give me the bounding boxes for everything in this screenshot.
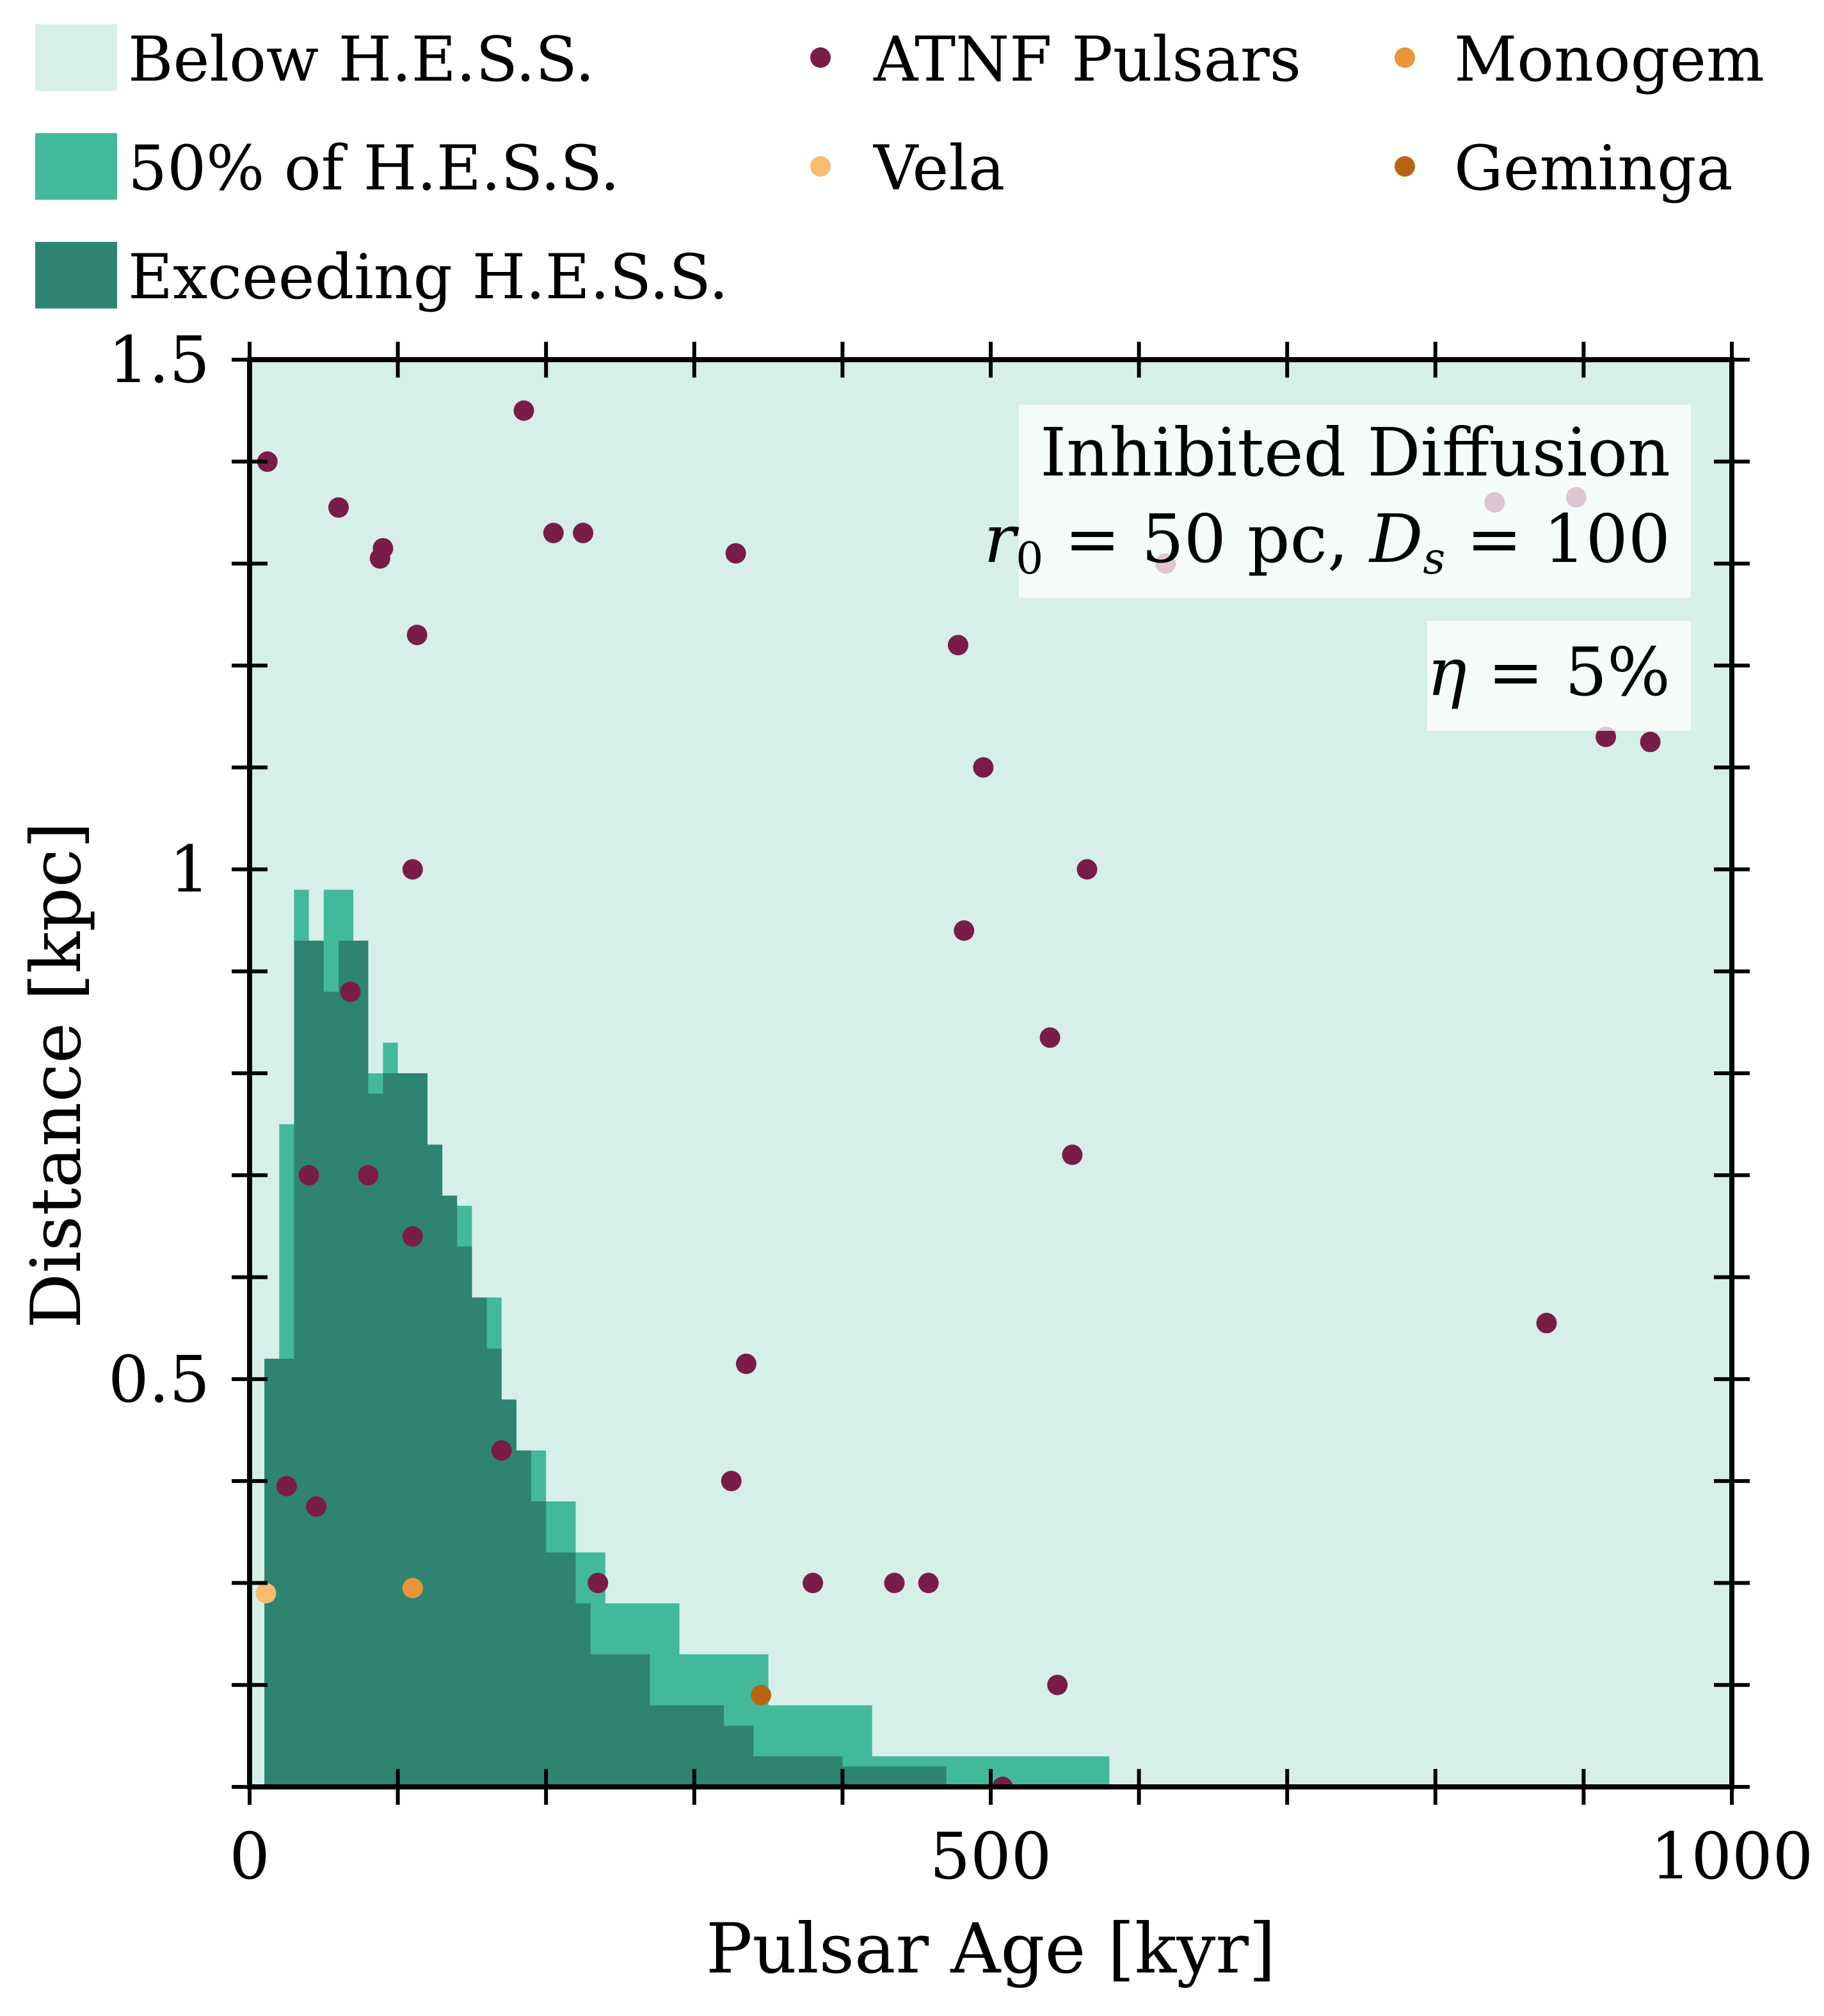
legend-swatch-below xyxy=(35,24,117,91)
point-atnf-pulsars-5 xyxy=(402,859,423,880)
tick-marks xyxy=(232,342,1750,1805)
point-atnf-pulsars-32 xyxy=(803,1572,824,1594)
point-vela-0 xyxy=(255,1583,276,1604)
point-atnf-pulsars-9 xyxy=(725,543,746,564)
legend-label-geminga: Geminga xyxy=(1454,132,1733,204)
legend-marker-geminga xyxy=(1395,156,1415,177)
point-atnf-pulsars-34 xyxy=(918,1572,939,1594)
point-atnf-pulsars-13 xyxy=(954,920,975,941)
eta-annotation-box xyxy=(1427,621,1691,731)
point-atnf-pulsars-7 xyxy=(543,522,564,543)
point-atnf-pulsars-27 xyxy=(491,1440,512,1461)
y-tick-label-1.5: 1.5 xyxy=(108,323,210,397)
point-atnf-pulsars-28 xyxy=(721,1471,742,1492)
legend-swatch-exceed xyxy=(35,242,117,308)
point-atnf-pulsars-4 xyxy=(406,625,428,646)
point-atnf-pulsars-20 xyxy=(1640,732,1661,753)
point-atnf-pulsars-35 xyxy=(1047,1674,1068,1695)
legend-marker-atnf xyxy=(810,47,831,68)
point-atnf-pulsars-11 xyxy=(973,757,994,778)
point-atnf-pulsars-12 xyxy=(1076,859,1098,880)
axes: 0 500 1000 0.5 1 1.5 Pulsar Age [kyr] Di… xyxy=(17,323,1813,1989)
point-atnf-pulsars-22 xyxy=(340,981,361,1002)
point-atnf-pulsars-14 xyxy=(1039,1027,1060,1048)
region-exceeding xyxy=(264,940,976,1787)
x-tick-label-500: 500 xyxy=(930,1819,1052,1894)
eta-label: η = 5% xyxy=(1427,633,1670,711)
point-atnf-pulsars-10 xyxy=(948,635,968,655)
legend-label-monogem: Monogem xyxy=(1454,24,1764,95)
y-axis-title: Distance [kpc] xyxy=(17,822,97,1329)
legend-marker-vela xyxy=(810,156,831,177)
x-tick-label-1000: 1000 xyxy=(1651,1819,1814,1894)
point-atnf-pulsars-25 xyxy=(402,1226,423,1247)
point-atnf-pulsars-33 xyxy=(884,1572,905,1594)
x-axis-title: Pulsar Age [kyr] xyxy=(706,1909,1276,1989)
model-label: Inhibited Diffusion xyxy=(1040,413,1670,492)
model-params: r0 = 50 pc, Ds = 100 xyxy=(984,500,1670,584)
point-atnf-pulsars-1 xyxy=(328,497,349,518)
legend: Below H.E.S.S. 50% of H.E.S.S. Exceeding… xyxy=(35,24,1764,313)
point-geminga-0 xyxy=(751,1684,771,1706)
annotation-boxes: Inhibited Diffusion r0 = 50 pc, Ds = 100… xyxy=(984,404,1691,731)
legend-marker-monogem xyxy=(1395,47,1415,68)
legend-label-exceed: Exceeding H.E.S.S. xyxy=(128,241,728,313)
legend-label-below: Below H.E.S.S. xyxy=(128,24,595,95)
point-atnf-pulsars-30 xyxy=(306,1496,327,1517)
point-atnf-pulsars-3 xyxy=(369,548,390,569)
model-annotation-box xyxy=(1019,404,1691,598)
point-atnf-pulsars-15 xyxy=(1062,1144,1083,1165)
legend-label-vela: Vela xyxy=(873,132,1005,204)
x-tick-label-0: 0 xyxy=(229,1819,270,1894)
y-tick-label-1: 1 xyxy=(169,832,210,907)
point-atnf-pulsars-19 xyxy=(1596,726,1617,748)
point-atnf-pulsars-29 xyxy=(276,1476,297,1497)
point-atnf-pulsars-23 xyxy=(298,1165,319,1186)
legend-label-atnf: ATNF Pulsars xyxy=(873,24,1301,95)
point-atnf-pulsars-21 xyxy=(1536,1313,1557,1334)
y-tick-label-0.5: 0.5 xyxy=(108,1342,210,1417)
point-atnf-pulsars-6 xyxy=(513,400,534,421)
point-atnf-pulsars-31 xyxy=(588,1572,609,1594)
data-points xyxy=(255,400,1661,1787)
detectability-regions xyxy=(264,890,1110,1787)
point-atnf-pulsars-26 xyxy=(735,1354,756,1374)
point-atnf-pulsars-8 xyxy=(573,522,594,543)
point-atnf-pulsars-24 xyxy=(358,1165,379,1186)
legend-label-half: 50% of H.E.S.S. xyxy=(128,132,620,204)
point-monogem-0 xyxy=(402,1578,423,1599)
legend-swatch-half xyxy=(35,133,117,200)
